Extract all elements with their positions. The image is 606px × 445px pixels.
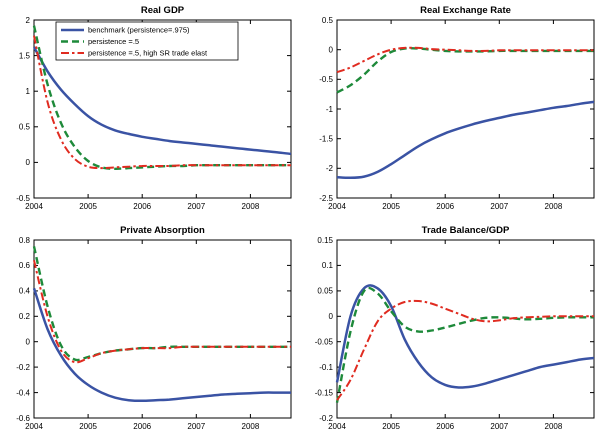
- y-tick-label: -1.5: [319, 135, 333, 144]
- private-absorption-plot: 2004 2005 2006 2007 2008 -0.6 -0.4 -0.2 0 0.2 0.4 0…: [0, 220, 303, 440]
- y-tick-label: 0: [329, 46, 334, 55]
- y-tick-label: 0.6: [19, 261, 31, 270]
- x-tick-label: 2004: [25, 202, 43, 211]
- series-line-0: [32, 287, 291, 403]
- x-tick-label: 2007: [490, 422, 508, 431]
- y-tick-label: -1: [326, 105, 334, 114]
- chart-title-real-gdp: Real GDP: [140, 5, 185, 16]
- x-tick-label: 2006: [133, 202, 151, 211]
- x-tick-label: 2006: [436, 422, 454, 431]
- y-tick-label: 0: [329, 312, 334, 321]
- y-tick-label: 1: [26, 87, 31, 96]
- axes-box: [336, 19, 595, 199]
- y-tick-label: -2: [326, 164, 334, 173]
- x-tick-label: 2007: [187, 422, 205, 431]
- series-line-2: [336, 299, 594, 401]
- y-tick-label: 2: [26, 16, 31, 25]
- y-tick-label: 0.05: [317, 287, 333, 296]
- axes-box: [33, 239, 292, 419]
- y-tick-label: 0.8: [19, 236, 31, 245]
- legend-box: [55, 21, 239, 61]
- chart-panel-real-exchange-rate: 2004 2005 2006 2007 2008 -2.5 -2 -1.5 -1 -0.5 0 0.5…: [303, 0, 606, 220]
- plot-svg: 2004 2005 2006 2007 2008 -2.5 -2 -1.5 -1 -0.5 0 0.5: [319, 16, 595, 211]
- y-tick-label: -0.05: [315, 338, 334, 347]
- chart-title-real-exchange-rate: Real Exchange Rate: [420, 5, 511, 16]
- legend-label-0: benchmark (persistence=.975): [88, 26, 190, 35]
- chart-title-trade-balance-gdp: Trade Balance/GDP: [421, 225, 510, 236]
- legend-label-2: persistence =.5, high SR trade elast: [88, 49, 208, 58]
- y-tick-label: -0.6: [16, 414, 30, 423]
- series-line-1: [32, 246, 291, 362]
- y-tick-label: 0.4: [19, 287, 31, 296]
- y-tick-label: 0.2: [19, 312, 31, 321]
- x-tick-label: 2007: [490, 202, 508, 211]
- axes-box: [336, 239, 595, 419]
- plot-svg: 2004 2005 2006 2007 2008 -0.2 -0.15 -0.1 -0.05 0 0…: [315, 236, 595, 431]
- y-tick-label: -0.15: [315, 388, 334, 397]
- y-tick-label: -0.2: [319, 414, 333, 423]
- series-line-0: [32, 46, 292, 156]
- series-line-2: [33, 35, 291, 170]
- x-tick-label: 2008: [545, 422, 563, 431]
- x-tick-label: 2005: [382, 422, 400, 431]
- x-tick-label: 2006: [133, 422, 151, 431]
- y-tick-label: -2.5: [319, 194, 333, 203]
- y-tick-label: -0.5: [319, 75, 333, 84]
- x-tick-label: 2005: [79, 422, 97, 431]
- plot-svg: 2004 2005 2006 2007 2008 -0.5 0 0.5 1 1.5 2 benchma…: [16, 16, 292, 211]
- x-tick-label: 2004: [328, 422, 346, 431]
- x-tick-label: 2007: [187, 202, 205, 211]
- chart-panel-trade-balance-gdp: 2004 2005 2006 2007 2008 -0.2 -0.15 -0.1 -0.05 0 0…: [303, 220, 606, 440]
- series-line-0: [335, 284, 595, 389]
- trade-balance-gdp-plot: 2004 2005 2006 2007 2008 -0.2 -0.15 -0.1 -0.05 0 0…: [303, 220, 606, 440]
- x-tick-label: 2006: [436, 202, 454, 211]
- x-tick-label: 2008: [545, 202, 563, 211]
- x-tick-label: 2008: [242, 202, 260, 211]
- x-tick-label: 2004: [328, 202, 346, 211]
- y-tick-label: -0.1: [319, 363, 333, 372]
- series-line-2: [336, 46, 594, 74]
- y-tick-label: 0.1: [322, 261, 334, 270]
- chart-panel-real-gdp: 2004 2005 2006 2007 2008 -0.5 0 0.5 1 1.5 2 benchma…: [0, 0, 303, 220]
- y-tick-label: 0: [26, 158, 31, 167]
- plot-svg: 2004 2005 2006 2007 2008 -0.6 -0.4 -0.2 0 0.2 0.4 0…: [16, 236, 292, 431]
- series-line-1: [336, 46, 594, 94]
- y-tick-label: 1.5: [19, 51, 31, 60]
- y-tick-label: -0.2: [16, 363, 30, 372]
- y-tick-label: 0.5: [19, 123, 31, 132]
- real-gdp-plot: 2004 2005 2006 2007 2008 -0.5 0 0.5 1 1.5 2 benchma…: [0, 0, 303, 220]
- chart-title-private-absorption: Private Absorption: [120, 225, 205, 236]
- y-tick-label: 0.15: [317, 236, 333, 245]
- y-tick-label: 0.5: [322, 16, 334, 25]
- x-tick-label: 2005: [79, 202, 97, 211]
- x-tick-label: 2008: [242, 422, 260, 431]
- axes-box: [33, 19, 292, 199]
- legend-label-1: persistence =.5: [88, 37, 139, 46]
- x-tick-label: 2005: [382, 202, 400, 211]
- real-exchange-rate-plot: 2004 2005 2006 2007 2008 -2.5 -2 -1.5 -1 -0.5 0 0.5: [303, 0, 606, 220]
- series-line-1: [335, 286, 594, 403]
- y-tick-label: -0.4: [16, 388, 30, 397]
- x-tick-label: 2004: [25, 422, 43, 431]
- y-tick-label: 0: [26, 338, 31, 347]
- series-line-0: [336, 100, 595, 180]
- y-tick-label: -0.5: [16, 194, 30, 203]
- series-line-2: [33, 260, 291, 364]
- chart-panel-private-absorption: 2004 2005 2006 2007 2008 -0.6 -0.4 -0.2 0 0.2 0.4 0…: [0, 220, 303, 440]
